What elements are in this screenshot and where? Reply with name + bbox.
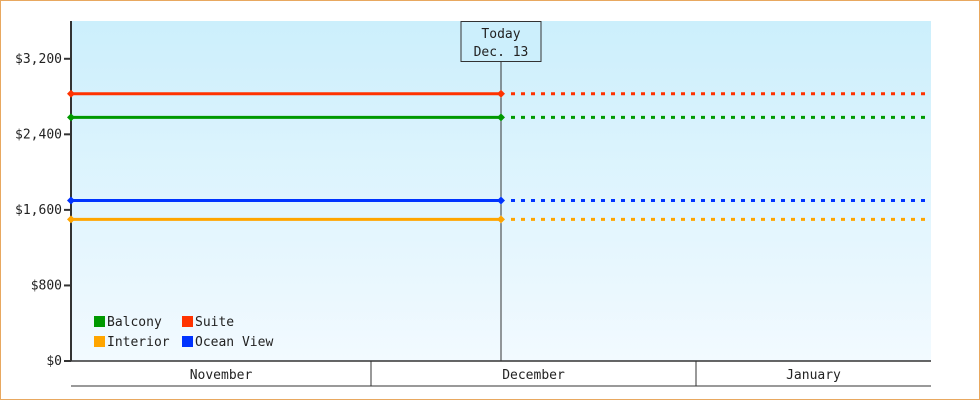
legend-item[interactable]: Interior	[94, 335, 170, 350]
legend-item[interactable]: Ocean View	[182, 335, 273, 350]
legend-label: Ocean View	[195, 335, 273, 350]
x-month-label: November	[190, 368, 253, 383]
data-point[interactable]	[497, 215, 505, 224]
y-tick-label: $800	[31, 278, 62, 293]
today-date: Dec. 13	[474, 45, 529, 60]
y-tick-label: $3,200	[15, 52, 62, 67]
y-axis: $0 $800 $1,600 $2,400 $3,200	[15, 21, 72, 369]
data-point[interactable]	[497, 89, 505, 98]
data-point[interactable]	[497, 113, 505, 122]
x-month-label: January	[786, 368, 841, 383]
legend-swatch	[94, 336, 105, 347]
legend-swatch	[182, 336, 193, 347]
legend-label: Suite	[195, 315, 234, 330]
legend-label: Interior	[107, 335, 170, 350]
legend-item[interactable]: Balcony	[94, 315, 162, 330]
data-point[interactable]	[67, 113, 75, 122]
today-marker: Today Dec. 13	[460, 21, 542, 361]
series-lines	[67, 89, 931, 224]
legend: Balcony Suite Interior Ocean View	[94, 315, 273, 350]
y-tick-label: $0	[46, 354, 62, 369]
data-point[interactable]	[67, 196, 75, 205]
legend-swatch	[94, 316, 105, 327]
data-point[interactable]	[497, 196, 505, 205]
today-label: Today	[481, 27, 520, 42]
today-box	[460, 21, 542, 62]
legend-swatch	[182, 316, 193, 327]
x-month-label: December	[502, 368, 565, 383]
y-tick-label: $1,600	[15, 203, 62, 218]
legend-item[interactable]: Suite	[182, 315, 234, 330]
legend-label: Balcony	[107, 315, 162, 330]
data-point[interactable]	[67, 215, 75, 224]
data-point[interactable]	[67, 89, 75, 98]
y-tick-label: $2,400	[15, 127, 62, 142]
x-axis: November December January	[71, 360, 931, 387]
